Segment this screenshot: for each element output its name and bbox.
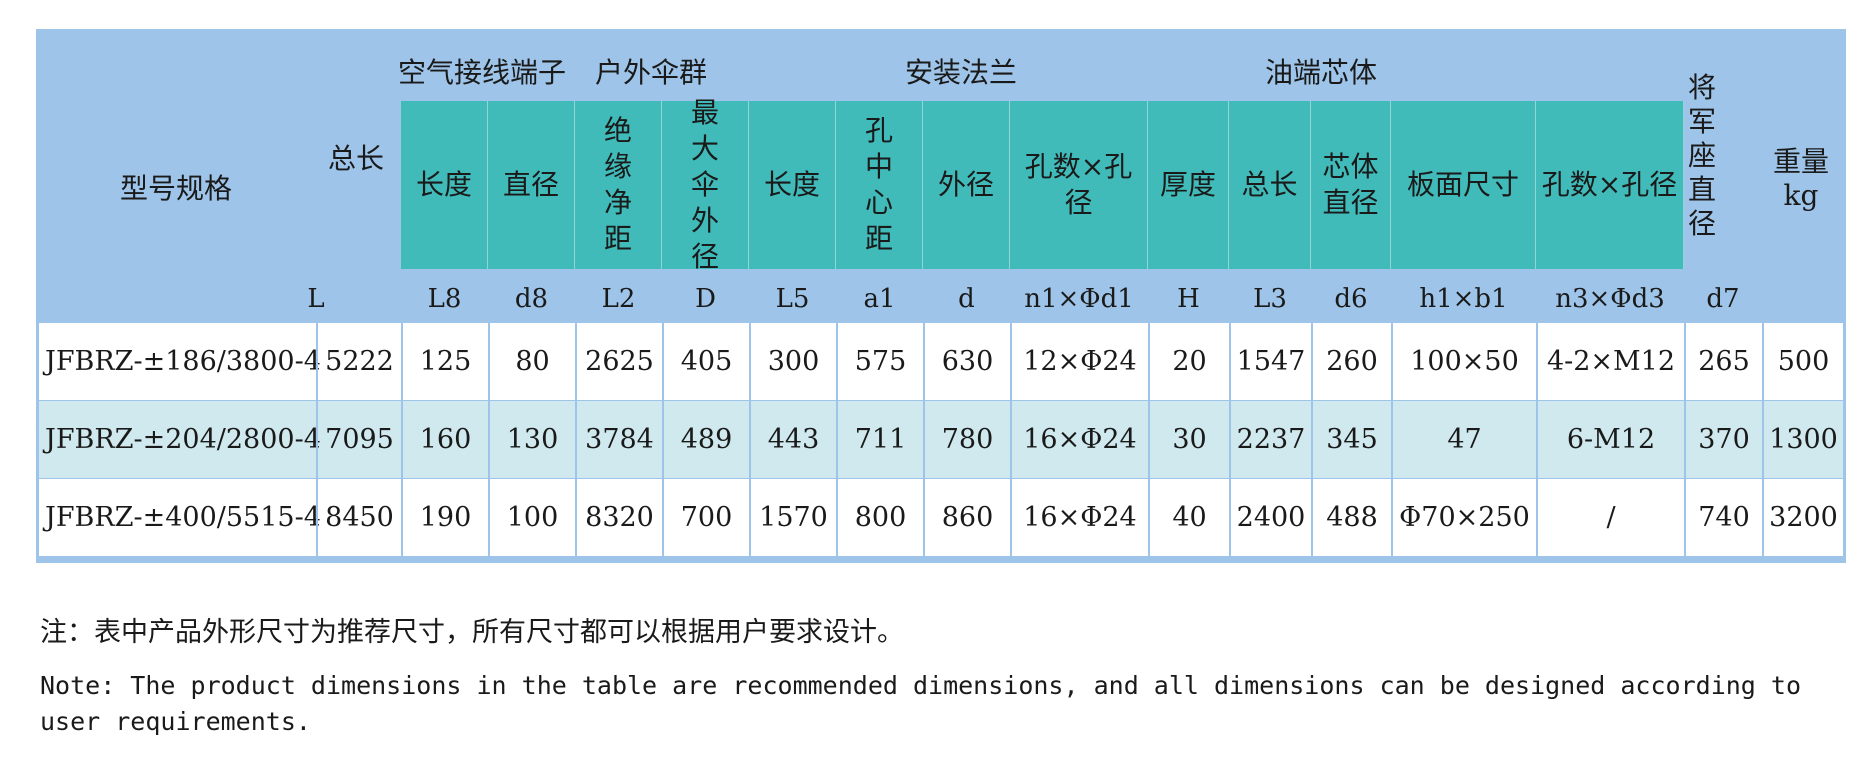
table-cell: 160 [401,401,488,478]
symbol-L: L [307,284,325,314]
table-cell: 300 [749,323,836,400]
table-cell: 405 [662,323,749,400]
table-cell: 3784 [575,401,662,478]
header-l5: 长度 [749,101,836,269]
table-cell: 740 [1684,479,1762,556]
table-cell: 488 [1311,479,1391,556]
table-cell: Φ70×250 [1391,479,1536,556]
table-cell: / [1536,479,1684,556]
header-D: 最大伞外径 [662,96,749,273]
group-flange: 安装法兰 [904,56,1017,89]
table-cell: 1570 [749,479,836,556]
symbol-L5: L5 [775,284,810,314]
table-cell: 8320 [575,479,662,556]
table-cell: 7095 [316,401,401,478]
symbol-a1: a1 [863,284,896,314]
header-l2: 绝缘净距 [575,101,662,269]
table-cell: 780 [923,401,1010,478]
symbol-L3: L3 [1253,284,1287,314]
spec-table: 空气接线端子 户外伞群 安装法兰 油端芯体 型号规格 总长 将军座直径 重量kg… [36,29,1846,563]
header-total-length: 总长 [327,142,384,175]
table-cell: 800 [836,479,923,556]
table-cell: 125 [401,323,488,400]
table-cell: 30 [1148,401,1229,478]
symbol-d: d [958,284,975,314]
table-row: JFBRZ-±186/3800-4 5222 125 80 2625 405 300 575 6… [39,323,1843,400]
table-cell: 575 [836,323,923,400]
table-cell: 100×50 [1391,323,1536,400]
symbol-D: D [695,284,716,314]
symbol-d7: d7 [1706,284,1740,314]
cell-model: JFBRZ-±186/3800-4 [45,346,321,377]
group-core: 油端芯体 [1264,56,1377,89]
table-cell: 2625 [575,323,662,400]
group-air-terminal: 空气接线端子 [397,56,566,89]
header-weight: 重量kg [1772,145,1829,212]
header-d6: 芯体直径 [1311,101,1391,269]
table-cell: 12×Φ24 [1010,323,1148,400]
table-cell: 860 [923,479,1010,556]
table-cell: 130 [488,401,575,478]
table-cell: 2237 [1229,401,1311,478]
table-cell: 16×Φ24 [1010,401,1148,478]
header-d: 外径 [923,101,1010,269]
table-cell: 630 [923,323,1010,400]
table-cell: 100 [488,479,575,556]
table-cell: 265 [1684,323,1762,400]
symbol-n3: n3×Φd3 [1555,284,1665,314]
table-cell: 3200 [1762,479,1843,556]
table-cell: 370 [1684,401,1762,478]
header-h1b1: 板面尺寸 [1391,101,1536,269]
table-cell: 20 [1148,323,1229,400]
table-row: JFBRZ-±204/2800-4 7095 160 130 3784 489 443 711… [39,401,1843,478]
header-model: 型号规格 [119,172,232,205]
header-l8: 长度 [401,101,488,269]
table-cell: 40 [1148,479,1229,556]
symbol-L2: L2 [601,284,636,314]
header-n3: 孔数×孔径 [1536,101,1684,269]
table-cell: 4-2×M12 [1536,323,1684,400]
symbol-h1b1: h1×b1 [1419,284,1508,314]
table-cell: 5222 [316,323,401,400]
group-shed: 户外伞群 [594,56,707,89]
table-row: JFBRZ-±400/5515-4 8450 190 100 8320 700 1570 80… [39,479,1843,556]
cell-model: JFBRZ-±204/2800-4 [45,424,321,455]
symbol-n1: n1×Φd1 [1024,284,1134,314]
table-cell: 80 [488,323,575,400]
table-cell: 260 [1311,323,1391,400]
table-cell: 500 [1762,323,1843,400]
table-cell: 711 [836,401,923,478]
header-d8: 直径 [488,101,575,269]
cell-model: JFBRZ-±400/5515-4 [45,502,321,533]
table-cell: 6-M12 [1536,401,1684,478]
header-a1: 孔中心距 [836,101,923,269]
table-cell: 2400 [1229,479,1311,556]
table-cell: 47 [1391,401,1536,478]
header-n1: 孔数×孔径 [1010,101,1148,269]
table-cell: 1547 [1229,323,1311,400]
table-cell: 190 [401,479,488,556]
note-chinese: 注：表中产品外形尺寸为推荐尺寸，所有尺寸都可以根据用户要求设计。 [40,617,904,648]
note-english: Note: The product dimensions in the tabl… [40,671,1801,736]
table-cell: 700 [662,479,749,556]
symbol-d8: d8 [514,284,549,314]
header-l3: 总长 [1229,101,1311,269]
header-d7: 将军座直径 [1687,71,1716,240]
symbol-d6: d6 [1334,284,1368,314]
table-cell: 16×Φ24 [1010,479,1148,556]
symbol-L8: L8 [427,284,462,314]
table-cell: 489 [662,401,749,478]
header-H: 厚度 [1148,101,1229,269]
symbol-H: H [1177,284,1200,314]
table-cell: 443 [749,401,836,478]
table-cell: 8450 [316,479,401,556]
table-cell: 345 [1311,401,1391,478]
table-cell: 1300 [1762,401,1843,478]
